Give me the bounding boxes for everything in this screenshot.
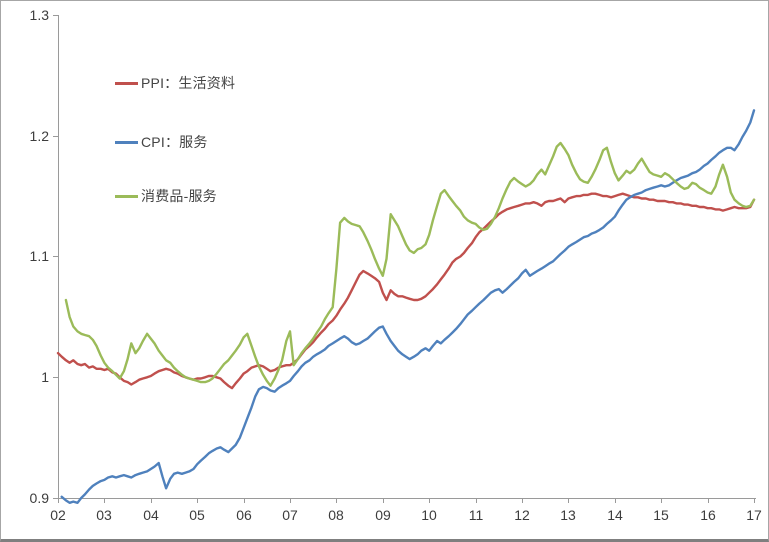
series-line-spread <box>64 141 756 387</box>
x-tick-label: 07 <box>282 507 298 523</box>
x-tick-label: 16 <box>700 507 716 523</box>
legend-label-spread: 消费品-服务 <box>141 188 217 204</box>
y-tick-label: 0.9 <box>29 490 49 506</box>
x-tick-label: 17 <box>746 507 762 523</box>
x-tick-label: 02 <box>50 507 66 523</box>
x-tick-label: 04 <box>143 507 159 523</box>
cpi-line-swatch-icon <box>115 140 138 144</box>
legend-label-cpi: CPI：服务 <box>141 134 208 150</box>
x-tick-label: 08 <box>328 507 344 523</box>
x-tick-label: 06 <box>236 507 252 523</box>
spread-line-swatch-icon <box>115 194 138 198</box>
x-tick-label: 03 <box>96 507 112 523</box>
x-tick-label: 14 <box>607 507 623 523</box>
x-tick-label: 13 <box>560 507 576 523</box>
legend-item-spread: 消费品-服务 <box>115 186 217 206</box>
series-line-cpi <box>60 109 756 504</box>
y-tick-label: 1 <box>41 369 49 385</box>
legend-item-ppi: PPI：生活资料 <box>115 73 235 93</box>
x-tick-label: 05 <box>189 507 205 523</box>
y-tick-label: 1.3 <box>29 7 49 23</box>
ppi-line-swatch-icon <box>115 81 138 85</box>
x-tick-label: 12 <box>514 507 530 523</box>
x-tick-label: 10 <box>421 507 437 523</box>
series-line-ppi <box>56 192 756 390</box>
x-tick-label: 09 <box>375 507 391 523</box>
x-tick-label: 11 <box>468 507 484 523</box>
y-tick-label: 1.2 <box>29 128 49 144</box>
legend-label-ppi: PPI：生活资料 <box>141 75 236 91</box>
legend-item-cpi: CPI：服务 <box>115 132 208 152</box>
y-tick-label: 1.1 <box>29 248 49 264</box>
x-tick-label: 15 <box>653 507 669 523</box>
